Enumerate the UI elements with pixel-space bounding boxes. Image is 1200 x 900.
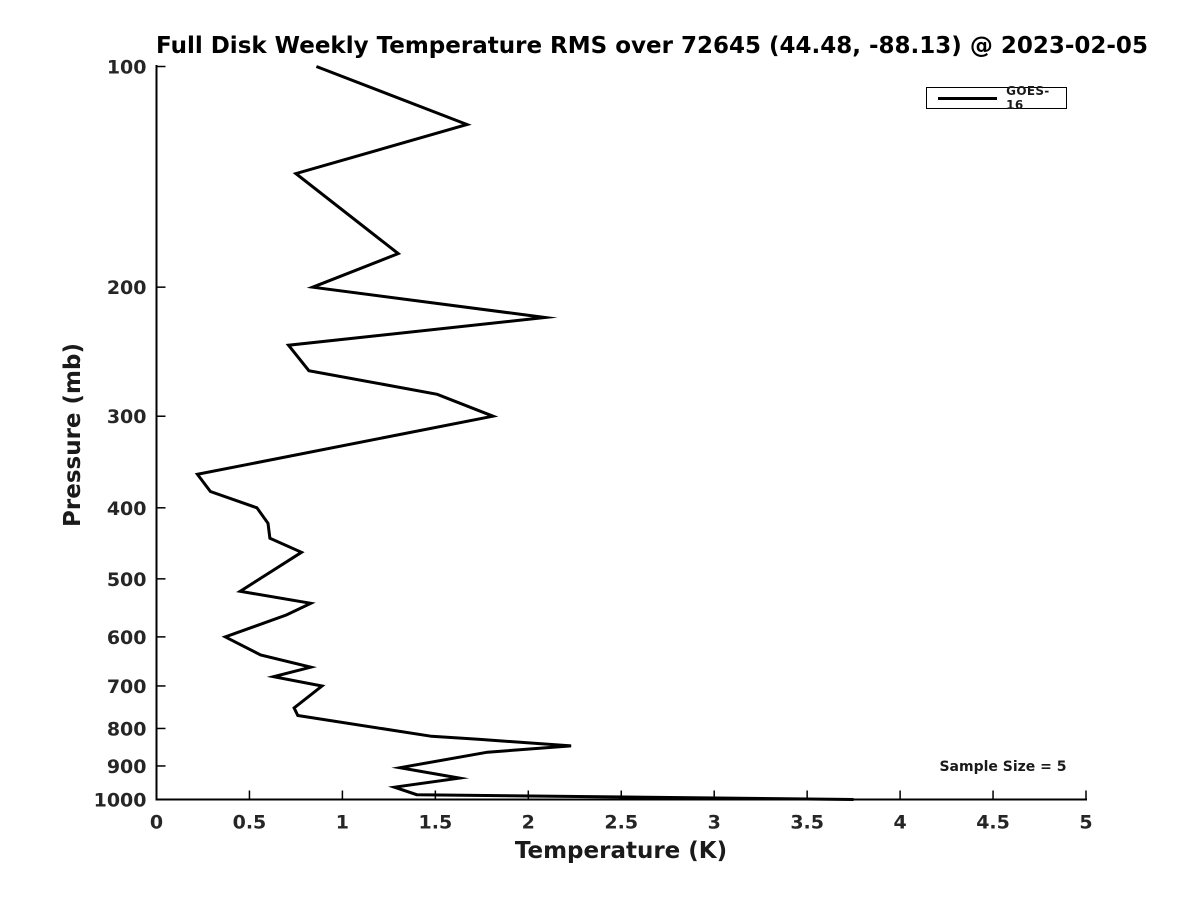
y-tick-label: 1000 xyxy=(94,790,147,812)
x-tick-label: 0.5 xyxy=(233,812,267,834)
x-tick-label: 0 xyxy=(150,812,163,834)
y-tick-label: 200 xyxy=(107,277,147,299)
chart-title: Full Disk Weekly Temperature RMS over 72… xyxy=(156,33,1148,59)
y-tick-label: 400 xyxy=(107,498,147,520)
x-tick-label: 3 xyxy=(708,812,721,834)
y-tick-label: 800 xyxy=(107,718,147,740)
y-axis-label: Pressure (mb) xyxy=(60,343,86,527)
y-tick-label: 600 xyxy=(107,627,147,649)
legend-line-sample xyxy=(938,96,998,100)
x-tick-label: 3.5 xyxy=(790,812,824,834)
sample-size-annotation: Sample Size = 5 xyxy=(939,759,1067,775)
x-axis-label: Temperature (K) xyxy=(514,838,728,864)
x-tick-label: 5 xyxy=(1079,812,1092,834)
x-tick-label: 1.5 xyxy=(419,812,453,834)
legend-series-label: GOES-16 xyxy=(1006,84,1050,112)
y-tick-label: 700 xyxy=(107,676,147,698)
series-line-goes-16 xyxy=(194,65,854,801)
x-tick-label: 1 xyxy=(336,812,349,834)
x-tick-label: 4 xyxy=(893,812,906,834)
y-tick-label: 100 xyxy=(107,57,147,79)
x-tick-label: 2 xyxy=(522,812,535,834)
y-tick-label: 900 xyxy=(107,756,147,778)
x-tick-label: 4.5 xyxy=(976,812,1010,834)
x-tick-label: 2.5 xyxy=(604,812,638,834)
legend: GOES-16 xyxy=(926,84,1067,112)
y-tick-label: 300 xyxy=(107,406,147,428)
y-tick-label: 500 xyxy=(107,569,147,591)
